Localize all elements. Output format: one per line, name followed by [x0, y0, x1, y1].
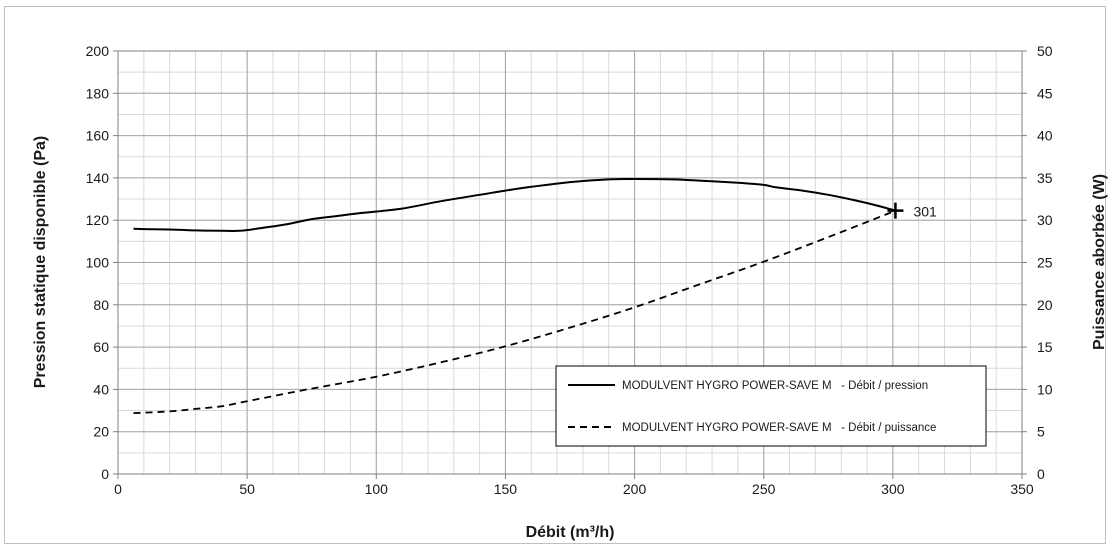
y-tick-label: 40 — [93, 381, 109, 397]
x-axis-title: Débit (m³/h) — [526, 524, 615, 541]
y2-tick-label: 35 — [1037, 170, 1053, 186]
legend-entry-2: MODULVENT HYGRO POWER-SAVE M - Débit / p… — [622, 422, 936, 434]
y-tick-label: 100 — [86, 255, 110, 271]
y-tick-label: 20 — [93, 424, 109, 440]
annotation-layer: 301 — [887, 202, 937, 220]
y-tick-label: 60 — [93, 339, 109, 355]
y2-tick-label: 15 — [1037, 339, 1053, 355]
series-layer — [133, 177, 896, 414]
y2-tick-label: 40 — [1037, 128, 1053, 144]
y2-tick-label: 45 — [1037, 85, 1053, 101]
y-tick-label: 80 — [93, 297, 109, 313]
x-tick-label: 350 — [1010, 481, 1034, 497]
y2-axis-ticks: 0 5 10 15 20 25 30 35 40 45 50 — [1022, 43, 1053, 482]
y-tick-label: 0 — [101, 466, 109, 482]
x-tick-label: 0 — [114, 481, 122, 497]
x-tick-label: 150 — [494, 481, 518, 497]
y2-tick-label: 20 — [1037, 297, 1053, 313]
legend-entry-1: MODULVENT HYGRO POWER-SAVE M - Débit / p… — [622, 380, 928, 392]
y-tick-label: 200 — [86, 43, 110, 59]
y2-tick-label: 25 — [1037, 255, 1053, 271]
y2-axis-title: Puissance aborbée (W) — [1091, 174, 1108, 350]
series-line-1 — [133, 177, 896, 232]
x-tick-label: 200 — [623, 481, 647, 497]
x-tick-label: 300 — [881, 481, 905, 497]
x-axis-ticks: 0 50 100 150 200 250 300 350 — [114, 474, 1034, 497]
chart-frame — [4, 6, 1106, 544]
y-tick-label: 180 — [86, 85, 110, 101]
y2-tick-label: 0 — [1037, 466, 1045, 482]
y-tick-label: 160 — [86, 128, 110, 144]
y-axis-ticks: 0 20 40 60 80 100 120 140 160 180 200 — [86, 43, 118, 482]
legend-box — [555, 365, 987, 447]
y-tick-label: 120 — [86, 212, 110, 228]
x-tick-label: 100 — [365, 481, 389, 497]
annotation-marker — [887, 202, 904, 219]
y-axis-title: Pression statique disponible (Pa) — [32, 136, 49, 389]
y2-tick-label: 10 — [1037, 381, 1053, 397]
series-line-2 — [133, 210, 894, 414]
x-tick-label: 250 — [752, 481, 776, 497]
y2-tick-label: 50 — [1037, 43, 1053, 59]
annotation-label: 301 — [913, 204, 937, 220]
y2-tick-label: 30 — [1037, 212, 1053, 228]
y2-tick-label: 5 — [1037, 424, 1045, 440]
legend: MODULVENT HYGRO POWER-SAVE M - Débit / p… — [555, 365, 987, 447]
x-tick-label: 50 — [239, 481, 255, 497]
y-tick-label: 140 — [86, 170, 110, 186]
